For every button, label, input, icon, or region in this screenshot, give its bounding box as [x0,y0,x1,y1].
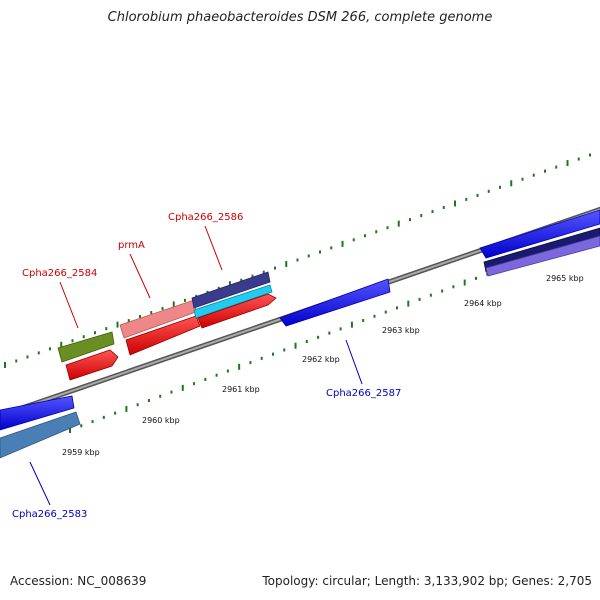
gene-label: Cpha266_2583 [12,509,87,520]
tick-label: 2965 kbp [546,274,584,283]
gene-right-3 [485,235,600,277]
gene-right-1 [479,209,600,259]
tick-label: 2959 kbp [62,448,100,457]
genome-title: Chlorobium phaeobacteroides DSM 266, com… [107,10,493,25]
gene-label: Cpha266_2587 [326,388,401,399]
gene-cpha266-2584 [57,331,115,363]
tick-label: 2960 kbp [142,416,180,425]
gene-left-1 [0,395,75,431]
gene-cpha266-2586-cyan [193,284,273,319]
genome-summary: Topology: circular; Length: 3,133,902 bp… [262,574,592,588]
gene-cpha266-2584-arrow [65,349,119,381]
gene-label-leader [29,461,51,506]
gene-label: Cpha266_2586 [168,212,243,223]
accession-label: Accession: NC_008639 [10,574,147,588]
gene-cpha266-2586 [197,293,277,329]
gene-cpha266-2587 [279,278,391,327]
gene-label-leader [345,339,363,385]
gene-label-leader [129,253,151,299]
gene-prma [125,315,201,356]
tick-label: 2964 kbp [464,299,502,308]
gene-label-leader [59,281,79,329]
gene-label: prmA [118,240,145,251]
gene-cpha266-2586-dark [191,271,271,309]
tick-label: 2961 kbp [222,385,260,394]
gene-label-leader [204,225,223,271]
tick-label: 2962 kbp [302,355,340,364]
gene-cpha266-2583 [0,411,81,459]
tick-label: 2963 kbp [382,326,420,335]
gene-label: Cpha266_2584 [22,268,97,279]
